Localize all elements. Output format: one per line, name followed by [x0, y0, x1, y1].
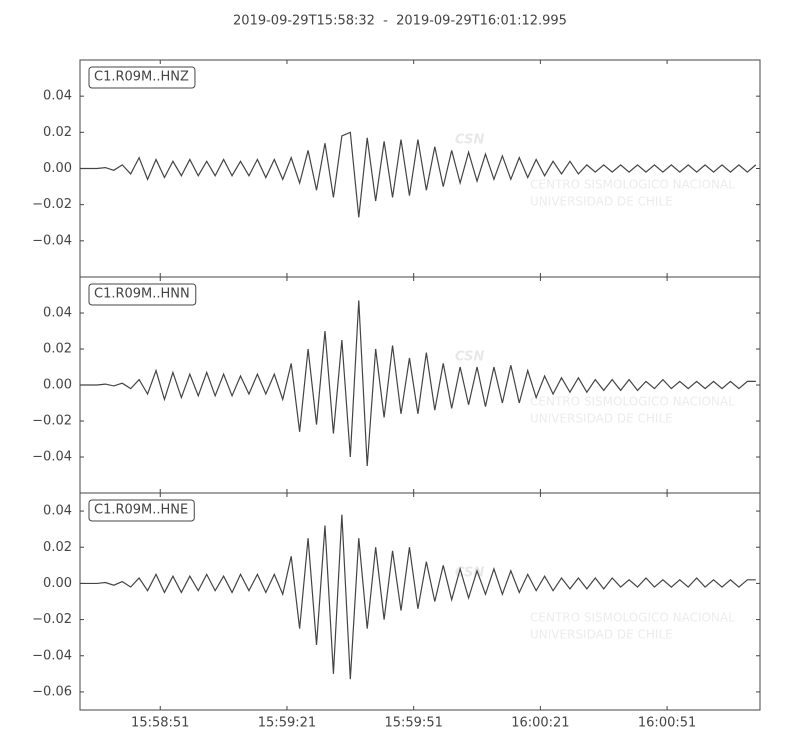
y-tick-label: 0.02: [43, 125, 72, 140]
trace-label: C1.R09M..HNN: [94, 287, 190, 302]
y-tick-label: −0.02: [32, 414, 72, 429]
y-tick-label: 0.04: [43, 504, 72, 519]
watermark-logo: CSN: [455, 133, 484, 148]
trace-label-box: [88, 499, 195, 522]
panel-frame: [79, 492, 761, 711]
trace-label-box: [88, 66, 196, 89]
y-tick-label: 0.04: [43, 89, 72, 104]
watermark-text: CENTRO SISMOLOGICO NACIONAL: [530, 178, 735, 192]
y-tick-label: −0.04: [32, 233, 72, 248]
watermark-text: UNIVERSIDAD DE CHILE: [530, 195, 673, 209]
watermark-logo: CSN: [455, 350, 484, 365]
x-tick-label: 15:59:21: [258, 716, 316, 731]
y-tick-label: −0.06: [32, 684, 72, 699]
waveform: [80, 131, 757, 218]
y-tick-label: −0.02: [32, 197, 72, 212]
y-tick-label: 0.02: [43, 540, 72, 555]
x-tick-label: 15:59:51: [384, 716, 442, 731]
watermark-text: UNIVERSIDAD DE CHILE: [530, 412, 673, 426]
x-tick-label: 15:58:51: [131, 716, 189, 731]
trace-label: C1.R09M..HNE: [94, 503, 188, 518]
y-tick-label: 0.02: [43, 342, 72, 357]
y-tick-label: −0.04: [32, 450, 72, 465]
waveform: [80, 300, 756, 467]
panel: CSN CENTRO SISMOLOGICO NACIONAL UNIVERSIDA…: [32, 276, 761, 494]
x-tick-label: 16:00:51: [638, 716, 696, 731]
y-tick-label: 0.00: [43, 378, 72, 393]
x-tick-label: 16:00:21: [511, 716, 569, 731]
y-tick-label: −0.02: [32, 612, 72, 627]
y-tick-label: −0.04: [32, 648, 72, 663]
trace-label-box: [88, 283, 197, 306]
watermark-text: UNIVERSIDAD DE CHILE: [530, 628, 673, 642]
trace-label: C1.R09M..HNZ: [94, 70, 189, 85]
y-tick-label: 0.00: [43, 576, 72, 591]
waveform: [80, 514, 756, 680]
watermark-text: CENTRO SISMOLOGICO NACIONAL: [530, 395, 735, 409]
panel: CSN CENTRO SISMOLOGICO NACIONAL UNIVERSIDA…: [32, 59, 761, 278]
figure-title: 2019-09-29T15:58:32 - 2019-09-29T16:01:1…: [233, 14, 567, 29]
y-tick-label: 0.00: [43, 161, 72, 176]
y-tick-label: 0.04: [43, 306, 72, 321]
watermark-text: CENTRO SISMOLOGICO NACIONAL: [530, 611, 735, 625]
